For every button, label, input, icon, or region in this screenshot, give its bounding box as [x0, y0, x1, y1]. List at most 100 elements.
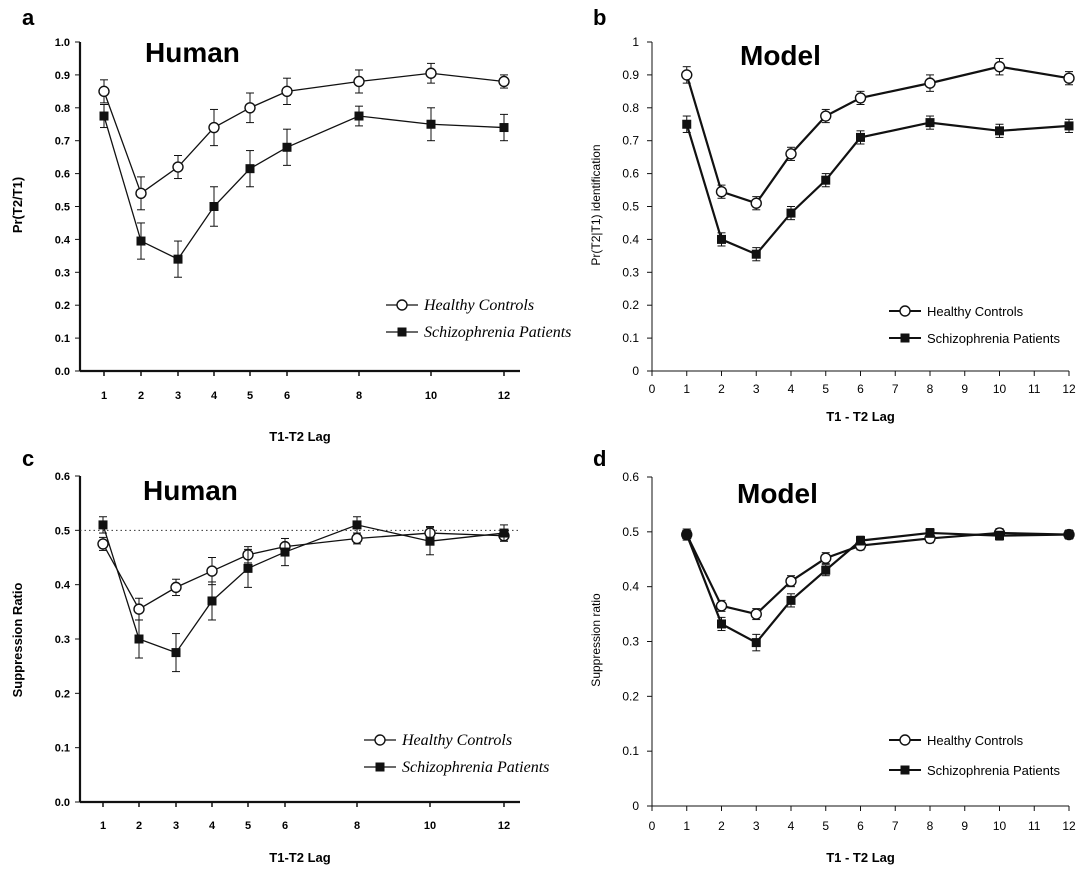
y-tick-label: 0.2	[622, 689, 639, 703]
panel-a: a Human Pr(T2/T1) T1-T2 Lag 0.0 0.1 0.2 0.3 0.4 0…	[10, 5, 571, 444]
legend-marker	[899, 734, 911, 746]
y-tick-label: 1.0	[55, 37, 70, 49]
series-healthy-controls	[97, 526, 510, 621]
y-tick-label: 0.6	[622, 470, 639, 484]
panel-letter: c	[22, 446, 34, 471]
legend-label: Schizophrenia Patients	[927, 331, 1060, 346]
panel-letter: b	[593, 5, 606, 30]
legend-marker	[397, 327, 407, 337]
x-tick-label: 9	[961, 382, 968, 396]
x-tick-label: 1	[101, 390, 107, 402]
series-line	[685, 531, 1070, 616]
x-tick-label: 0	[649, 382, 656, 396]
data-point	[856, 536, 865, 546]
y-tick-label: 0.5	[622, 200, 639, 214]
chart-title: Human	[145, 37, 240, 68]
legend-label: Schizophrenia Patients	[402, 759, 549, 776]
y-axis-label: Pr(T2|T1) identification	[589, 144, 603, 265]
y-tick-label: 0.3	[622, 265, 639, 279]
data-point	[207, 596, 217, 606]
data-point	[682, 119, 692, 129]
x-tick-label: 6	[857, 382, 864, 396]
data-point	[135, 187, 147, 200]
x-tick-label: 4	[788, 382, 795, 396]
x-tick-label: 2	[718, 819, 725, 833]
series-schizophrenia-patients	[682, 115, 1074, 262]
data-point	[993, 60, 1006, 73]
data-point	[206, 565, 218, 577]
x-tick-label: 5	[822, 819, 829, 833]
series-healthy-controls	[681, 57, 1075, 211]
data-point	[924, 77, 936, 89]
data-point	[208, 121, 220, 134]
series-healthy-controls	[98, 62, 510, 211]
x-tick-label: 12	[1062, 382, 1076, 396]
legend-marker	[396, 299, 408, 311]
data-point	[821, 175, 831, 185]
x-tick-label: 4	[209, 820, 216, 832]
y-tick-label: 0	[632, 799, 639, 813]
data-point	[854, 92, 867, 104]
data-point	[426, 119, 436, 129]
legend-label: Schizophrenia Patients	[424, 324, 571, 341]
y-tick-label: 0.8	[622, 101, 639, 115]
y-tick-label: 0.2	[55, 688, 70, 700]
data-point	[98, 85, 110, 98]
series-schizophrenia-patients	[99, 104, 509, 278]
data-point	[750, 608, 762, 620]
x-tick-label: 3	[753, 382, 760, 396]
legend-marker	[900, 765, 910, 775]
y-tick-label: 0.6	[622, 167, 639, 181]
y-tick-label: 0.7	[622, 134, 639, 148]
y-tick-label: 0.6	[55, 169, 70, 181]
data-point	[245, 164, 255, 174]
legend-label: Schizophrenia Patients	[927, 763, 1060, 778]
x-tick-label: 11	[1028, 819, 1041, 833]
data-point	[821, 565, 831, 575]
data-point	[98, 520, 108, 530]
data-point	[785, 575, 797, 587]
x-axis-label: T1-T2 Lag	[269, 850, 330, 865]
x-tick-label: 6	[284, 390, 290, 402]
data-point	[751, 249, 761, 259]
data-point	[280, 547, 290, 557]
chart-title: Model	[740, 40, 821, 71]
y-tick-label: 0.4	[622, 232, 639, 246]
y-tick-label: 0.8	[55, 103, 70, 115]
chart-title: Human	[143, 475, 238, 506]
legend-label: Healthy Controls	[927, 304, 1024, 319]
series-line	[103, 115, 505, 260]
series-line	[103, 72, 505, 195]
data-point	[282, 142, 292, 152]
data-point	[243, 563, 253, 573]
y-tick-label: 0.9	[55, 70, 70, 82]
data-point	[499, 528, 509, 538]
legend-label: Healthy Controls	[927, 733, 1024, 748]
y-tick-label: 0.1	[55, 333, 70, 345]
series-schizophrenia-patients	[682, 528, 1074, 652]
legend-marker	[900, 333, 910, 343]
x-tick-label: 10	[993, 819, 1007, 833]
data-point	[171, 648, 181, 658]
y-tick-label: 0.7	[55, 136, 70, 148]
data-point	[925, 118, 935, 128]
x-tick-label: 2	[718, 382, 725, 396]
x-tick-label: 12	[1062, 819, 1076, 833]
data-point	[1064, 121, 1074, 131]
data-point	[281, 85, 293, 98]
x-tick-label: 7	[892, 382, 899, 396]
data-point	[750, 197, 762, 209]
panel-letter: d	[593, 446, 606, 471]
x-tick-label: 1	[683, 382, 690, 396]
x-tick-label: 6	[282, 820, 288, 832]
y-tick-label: 0.3	[55, 634, 70, 646]
x-tick-label: 8	[927, 819, 934, 833]
panel-b: b Model Pr(T2|T1) identification T1 - T2 La…	[589, 5, 1076, 424]
x-axis-label: T1 - T2 Lag	[826, 850, 895, 865]
x-tick-label: 1	[683, 819, 690, 833]
y-tick-label: 0.5	[55, 202, 70, 214]
legend-marker	[374, 734, 386, 746]
x-tick-label: 0	[649, 819, 656, 833]
panel-c: c Human Suppression Ratio T1-T2 Lag 0.0 0.1 0.…	[10, 446, 549, 865]
y-tick-label: 0.5	[55, 525, 70, 537]
